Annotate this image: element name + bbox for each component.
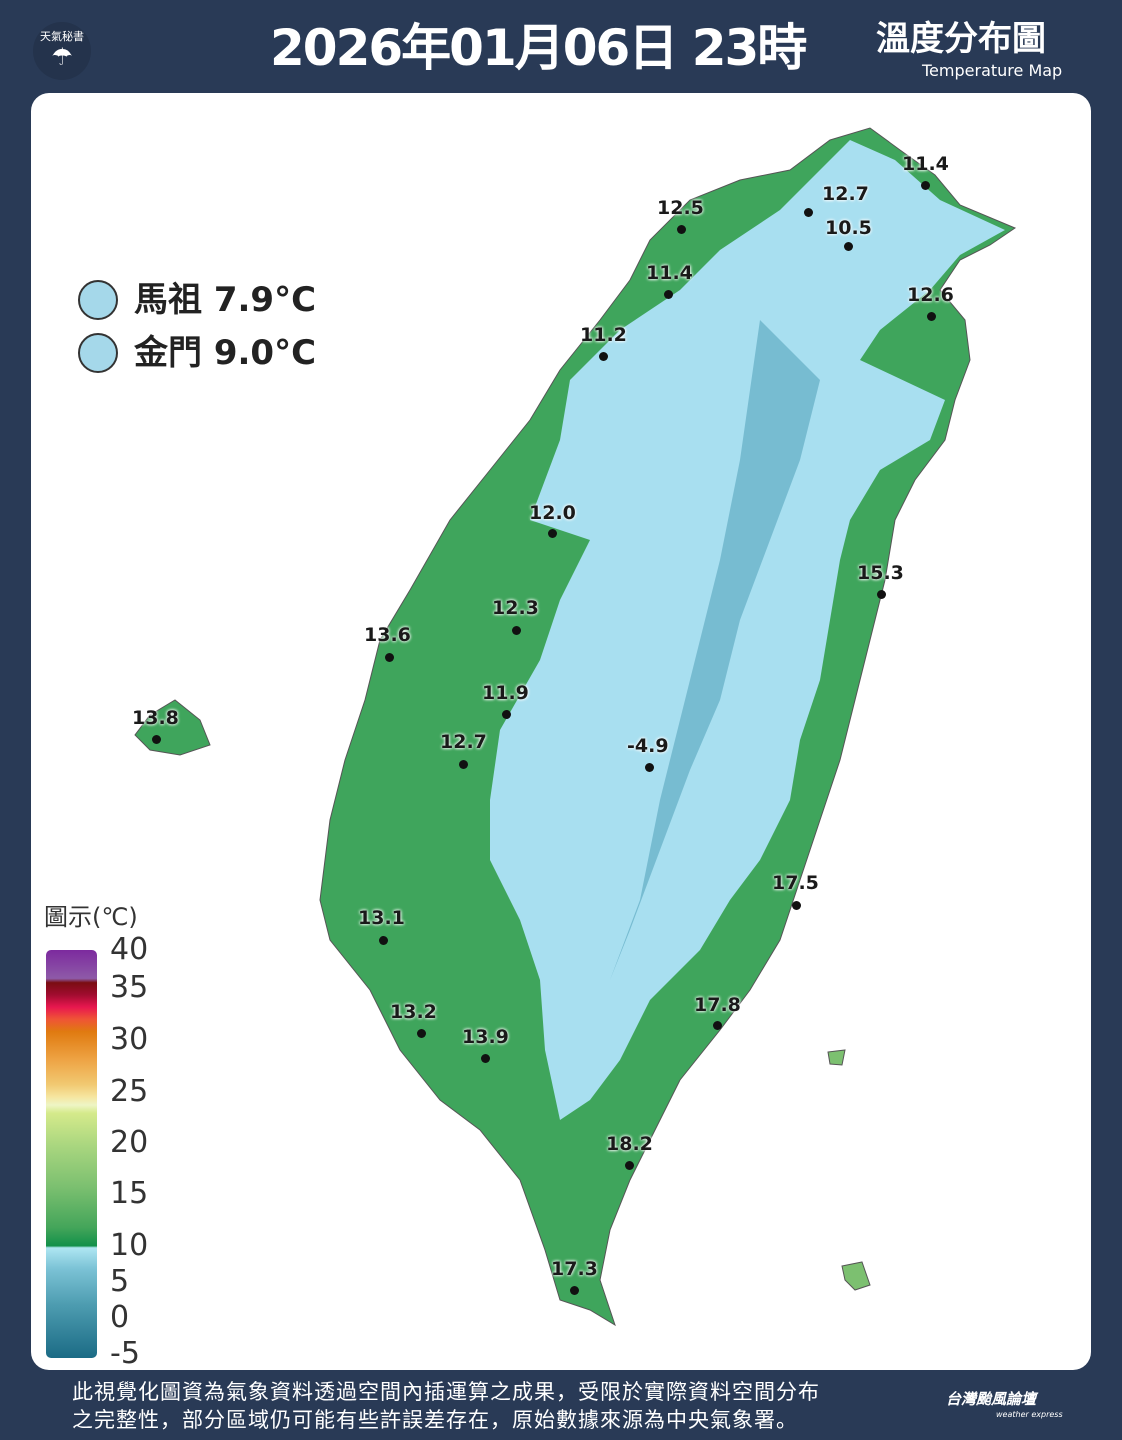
- station-temperature: 18.2: [606, 1133, 653, 1155]
- page-title: 2026年01月06日 23時: [270, 19, 807, 77]
- station-temperature: 15.3: [857, 562, 904, 584]
- station-dot: [792, 901, 801, 910]
- station-dot: [921, 181, 930, 190]
- mountain-cold-zone: [490, 140, 1005, 1120]
- orchid-island: [841, 1261, 871, 1291]
- station-temperature: 13.2: [390, 1001, 437, 1023]
- legend-tick-label: 0: [110, 1300, 130, 1335]
- taiwan-temperature-map: [134, 127, 1017, 1327]
- station-dot: [417, 1029, 426, 1038]
- legend-tick-label: 35: [110, 970, 149, 1005]
- brand-logo: 台灣颱風論壇: [946, 1390, 1037, 1408]
- station-dot: [625, 1161, 634, 1170]
- station-dot: [548, 529, 557, 538]
- umbrella-icon: ☂: [51, 43, 73, 71]
- legend-tick-label: 40: [110, 932, 149, 967]
- station-dot: [877, 590, 886, 599]
- station-temperature: 12.7: [440, 731, 487, 753]
- station-temperature: 12.5: [657, 197, 704, 219]
- logo-text: 天氣秘書: [40, 30, 84, 43]
- station-dot: [713, 1021, 722, 1030]
- station-dot: [844, 242, 853, 251]
- mountain-peak-zone: [610, 320, 820, 980]
- station-temperature: 13.9: [462, 1026, 509, 1048]
- station-dot: [481, 1054, 490, 1063]
- legend-tick-label: 25: [110, 1074, 149, 1109]
- station-dot: [645, 763, 654, 772]
- station-temperature: 17.8: [694, 994, 741, 1016]
- station-dot: [152, 735, 161, 744]
- station-temperature: 11.2: [580, 324, 627, 346]
- brand-logo-en: weather express: [996, 1410, 1063, 1419]
- station-temperature: 11.9: [482, 682, 529, 704]
- station-dot: [804, 208, 813, 217]
- station-dot: [677, 225, 686, 234]
- kinmen-reading: 金門 9.0°C: [78, 333, 316, 373]
- map-card: [31, 93, 1091, 1370]
- kinmen-color-swatch: [78, 333, 118, 373]
- station-temperature: 17.3: [551, 1258, 598, 1280]
- map-title-en: Temperature Map: [922, 61, 1063, 80]
- legend-color-bar: [46, 950, 97, 1358]
- station-dot: [512, 626, 521, 635]
- station-temperature: 12.3: [492, 597, 539, 619]
- footer-line-2: 之完整性，部分區域仍可能有些許誤差存在，原始數據來源為中央氣象署。: [72, 1408, 798, 1432]
- matsu-color-swatch: [78, 280, 118, 320]
- station-temperature: 11.4: [646, 262, 693, 284]
- legend-tick-label: 30: [110, 1022, 149, 1057]
- legend-tick-label: -5: [110, 1336, 140, 1371]
- footer-disclaimer: 此視覺化圖資為氣象資料透過空間內插運算之成果，受限於實際資料空間分布 之完整性，…: [72, 1378, 820, 1434]
- kinmen-label: 金門 9.0°C: [134, 333, 317, 373]
- station-temperature: 13.1: [358, 907, 405, 929]
- footer-line-1: 此視覺化圖資為氣象資料透過空間內插運算之成果，受限於實際資料空間分布: [72, 1380, 820, 1404]
- station-temperature: 13.6: [364, 624, 411, 646]
- matsu-label: 馬祖 7.9°C: [134, 280, 317, 320]
- matsu-reading: 馬祖 7.9°C: [78, 280, 316, 320]
- station-temperature: 13.8: [132, 707, 179, 729]
- station-dot: [385, 653, 394, 662]
- station-temperature: 12.0: [529, 502, 576, 524]
- legend-tick-label: 20: [110, 1125, 149, 1160]
- legend-title: 圖示(℃): [44, 903, 138, 931]
- station-temperature: -4.9: [627, 735, 669, 757]
- station-dot: [599, 352, 608, 361]
- station-dot: [570, 1286, 579, 1295]
- map-title: 溫度分布圖: [876, 19, 1046, 59]
- logo: 天氣秘書 ☂: [33, 22, 91, 80]
- station-dot: [379, 936, 388, 945]
- station-temperature: 17.5: [772, 872, 819, 894]
- station-temperature: 11.4: [902, 153, 949, 175]
- legend-tick-label: 10: [110, 1228, 149, 1263]
- station-dot: [459, 760, 468, 769]
- station-temperature: 10.5: [825, 217, 872, 239]
- station-dot: [502, 710, 511, 719]
- station-temperature: 12.6: [907, 284, 954, 306]
- station-dot: [927, 312, 936, 321]
- green-island: [827, 1049, 846, 1066]
- station-dot: [664, 290, 673, 299]
- legend-tick-label: 5: [110, 1264, 130, 1299]
- station-temperature: 12.7: [822, 183, 869, 205]
- legend-tick-label: 15: [110, 1176, 149, 1211]
